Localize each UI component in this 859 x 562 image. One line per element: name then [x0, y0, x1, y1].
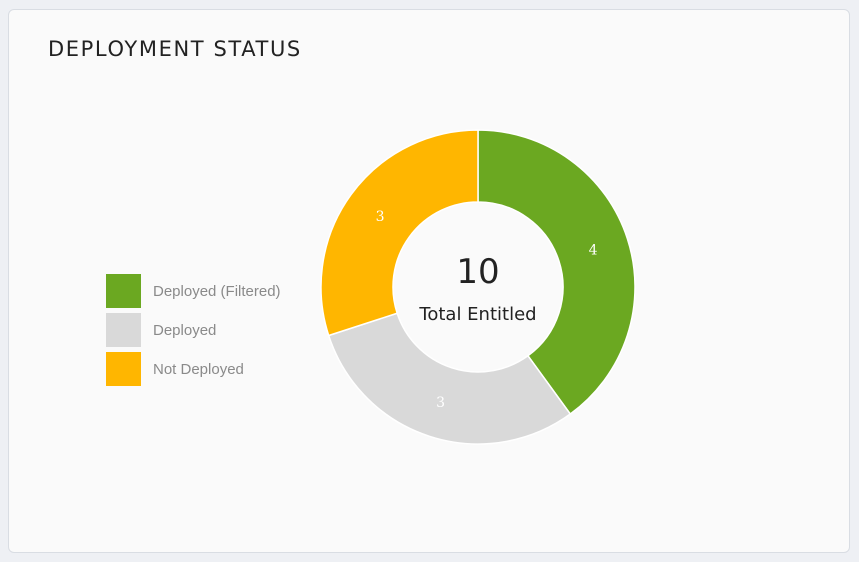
slice-value-label-deployed: 3 [436, 395, 445, 411]
slice-value-label-deployed-filtered: 4 [589, 243, 598, 259]
legend-label: Not Deployed [153, 360, 244, 378]
chart-legend: Deployed (Filtered) Deployed Not Deploye… [106, 274, 281, 391]
donut-slice-deployed[interactable] [327, 312, 572, 445]
legend-swatch [106, 274, 141, 308]
center-total: 10 [456, 252, 499, 292]
donut-slices [320, 129, 636, 445]
legend-item-deployed[interactable]: Deployed [106, 313, 281, 347]
legend-label: Deployed [153, 321, 217, 339]
donut-slice-not-deployed[interactable] [320, 129, 479, 337]
legend-item-deployed-filtered[interactable]: Deployed (Filtered) [106, 274, 281, 308]
card-title: DEPLOYMENT STATUS [48, 37, 302, 61]
legend-item-not-deployed[interactable]: Not Deployed [106, 352, 281, 386]
legend-swatch [106, 352, 141, 386]
donut-slice-labels: 4 3 3 [376, 209, 598, 411]
center-caption: Total Entitled [418, 304, 536, 325]
deployment-status-card: DEPLOYMENT STATUS Deployed (Filtered) De… [8, 9, 850, 553]
legend-swatch [106, 313, 141, 347]
slice-value-label-not-deployed: 3 [376, 209, 385, 225]
donut-chart: 4 3 3 10 Total Entitled [320, 129, 636, 445]
donut-slice-deployed-filtered[interactable] [477, 129, 636, 416]
legend-label: Deployed (Filtered) [153, 282, 281, 300]
